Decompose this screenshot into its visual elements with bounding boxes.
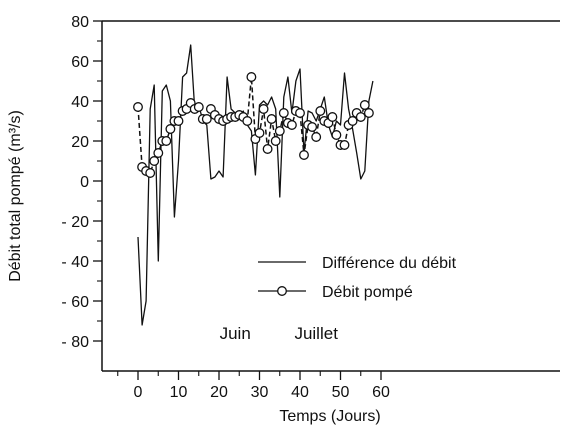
data-point-pumped xyxy=(270,136,281,146)
data-point-pumped xyxy=(299,150,309,160)
data-point-pumped xyxy=(149,156,160,166)
data-point-pumped xyxy=(315,106,326,116)
data-point-pumped xyxy=(254,128,265,138)
data-point-pumped xyxy=(311,132,322,142)
data-point-pumped xyxy=(258,104,269,114)
data-point-pumped xyxy=(307,122,318,132)
y-tick-label: - 40 xyxy=(61,254,89,271)
data-point-pumped xyxy=(286,120,297,130)
y-tick-label: - 60 xyxy=(61,294,89,311)
data-point-pumped xyxy=(347,116,358,126)
y-axis-ticks: 80 60 40 20 0 - 20 - 40 - 60 - 80 xyxy=(61,14,102,351)
y-tick-label: 80 xyxy=(71,14,89,31)
data-point-pumped xyxy=(359,100,370,110)
y-tick-label: 0 xyxy=(80,174,89,191)
data-point-pumped xyxy=(145,168,156,178)
data-point-pumped xyxy=(161,136,172,146)
data-point-pumped xyxy=(363,108,374,118)
data-point-pumped xyxy=(355,112,366,122)
data-point-pumped xyxy=(193,102,204,112)
y-tick-label: - 20 xyxy=(61,214,89,231)
data-point-pumped xyxy=(327,112,338,122)
data-point-pumped xyxy=(262,144,273,154)
x-tick-label: 60 xyxy=(372,384,390,401)
data-point-pumped xyxy=(295,108,305,118)
data-point-pumped xyxy=(266,114,277,124)
data-point-pumped xyxy=(278,108,289,118)
data-point-pumped xyxy=(246,72,257,82)
annotation-month-july: Juillet xyxy=(294,324,338,343)
x-tick-label: 20 xyxy=(210,384,228,401)
data-point-pumped xyxy=(274,126,285,136)
data-point-pumped xyxy=(133,102,143,112)
data-point-pumped xyxy=(201,114,212,124)
x-tick-label: 10 xyxy=(170,384,188,401)
x-tick-label: 50 xyxy=(332,384,350,401)
y-tick-label: 40 xyxy=(71,94,89,111)
x-tick-label: 40 xyxy=(291,384,309,401)
y-tick-label: 20 xyxy=(71,134,89,151)
legend-label-pumped: Débit pompé xyxy=(322,284,413,301)
x-axis-ticks: 0 10 20 30 40 50 60 xyxy=(117,371,390,401)
legend: Différence du débit Débit pompé xyxy=(258,255,457,301)
data-point-pumped xyxy=(242,116,253,126)
data-point-pumped xyxy=(173,116,184,126)
plot-area xyxy=(133,44,374,326)
legend-marker-pumped-circle xyxy=(277,286,287,296)
annotation-month-june: Juin xyxy=(220,324,251,343)
data-point-pumped xyxy=(331,130,342,140)
y-axis-title: Débit total pompé (m³/s) xyxy=(7,110,24,282)
x-tick-label: 0 xyxy=(134,384,143,401)
x-tick-label: 30 xyxy=(251,384,269,401)
x-axis-title: Temps (Jours) xyxy=(279,408,380,425)
data-point-pumped xyxy=(153,148,164,158)
series-line-difference xyxy=(137,44,374,326)
legend-label-difference: Différence du débit xyxy=(322,255,457,272)
y-tick-label: 60 xyxy=(71,54,89,71)
data-point-pumped xyxy=(165,124,176,134)
y-tick-label: - 80 xyxy=(61,334,89,351)
data-point-pumped xyxy=(339,140,350,150)
